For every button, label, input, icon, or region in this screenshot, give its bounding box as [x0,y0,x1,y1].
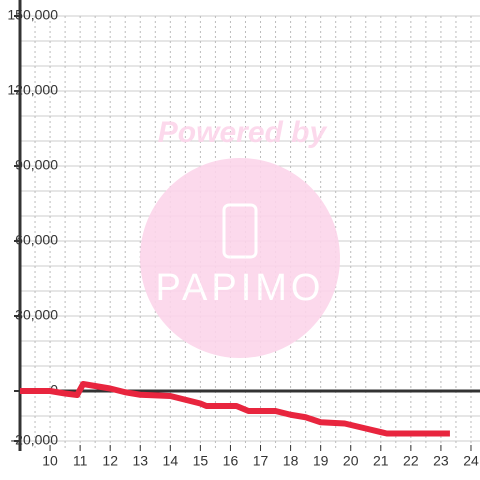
x-tick-label: 10 [42,453,58,469]
x-tick-label: 11 [73,453,88,469]
x-tick-label: 14 [163,453,179,469]
x-tick-label: 15 [193,453,209,469]
data-line [20,381,450,437]
x-tick-label: 17 [253,453,269,469]
y-tick-label: 90,000 [15,157,58,173]
x-tick-label: 12 [102,453,118,469]
watermark-icon [222,203,258,259]
y-tick-label: 120,000 [7,82,58,98]
x-tick-label: 21 [373,453,389,469]
y-tick-label: 30,000 [15,307,58,323]
x-tick-label: 22 [403,453,419,469]
watermark-brand: PAPIMO [156,267,325,309]
x-tick-label: 20 [343,453,359,469]
x-tick-label: 23 [433,453,449,469]
y-tick-label: -20,000 [11,432,59,448]
watermark-title: Powered by [158,116,328,149]
y-tick-label: 60,000 [15,232,58,248]
x-tick-label: 19 [313,453,329,469]
x-tick-label: 24 [463,453,479,469]
x-tick-label: 13 [132,453,148,469]
x-tick-label: 16 [223,453,239,469]
x-tick-label: 18 [283,453,299,469]
y-tick-label: 150,000 [7,7,58,23]
watermark: Powered by PAPIMO [140,116,340,358]
